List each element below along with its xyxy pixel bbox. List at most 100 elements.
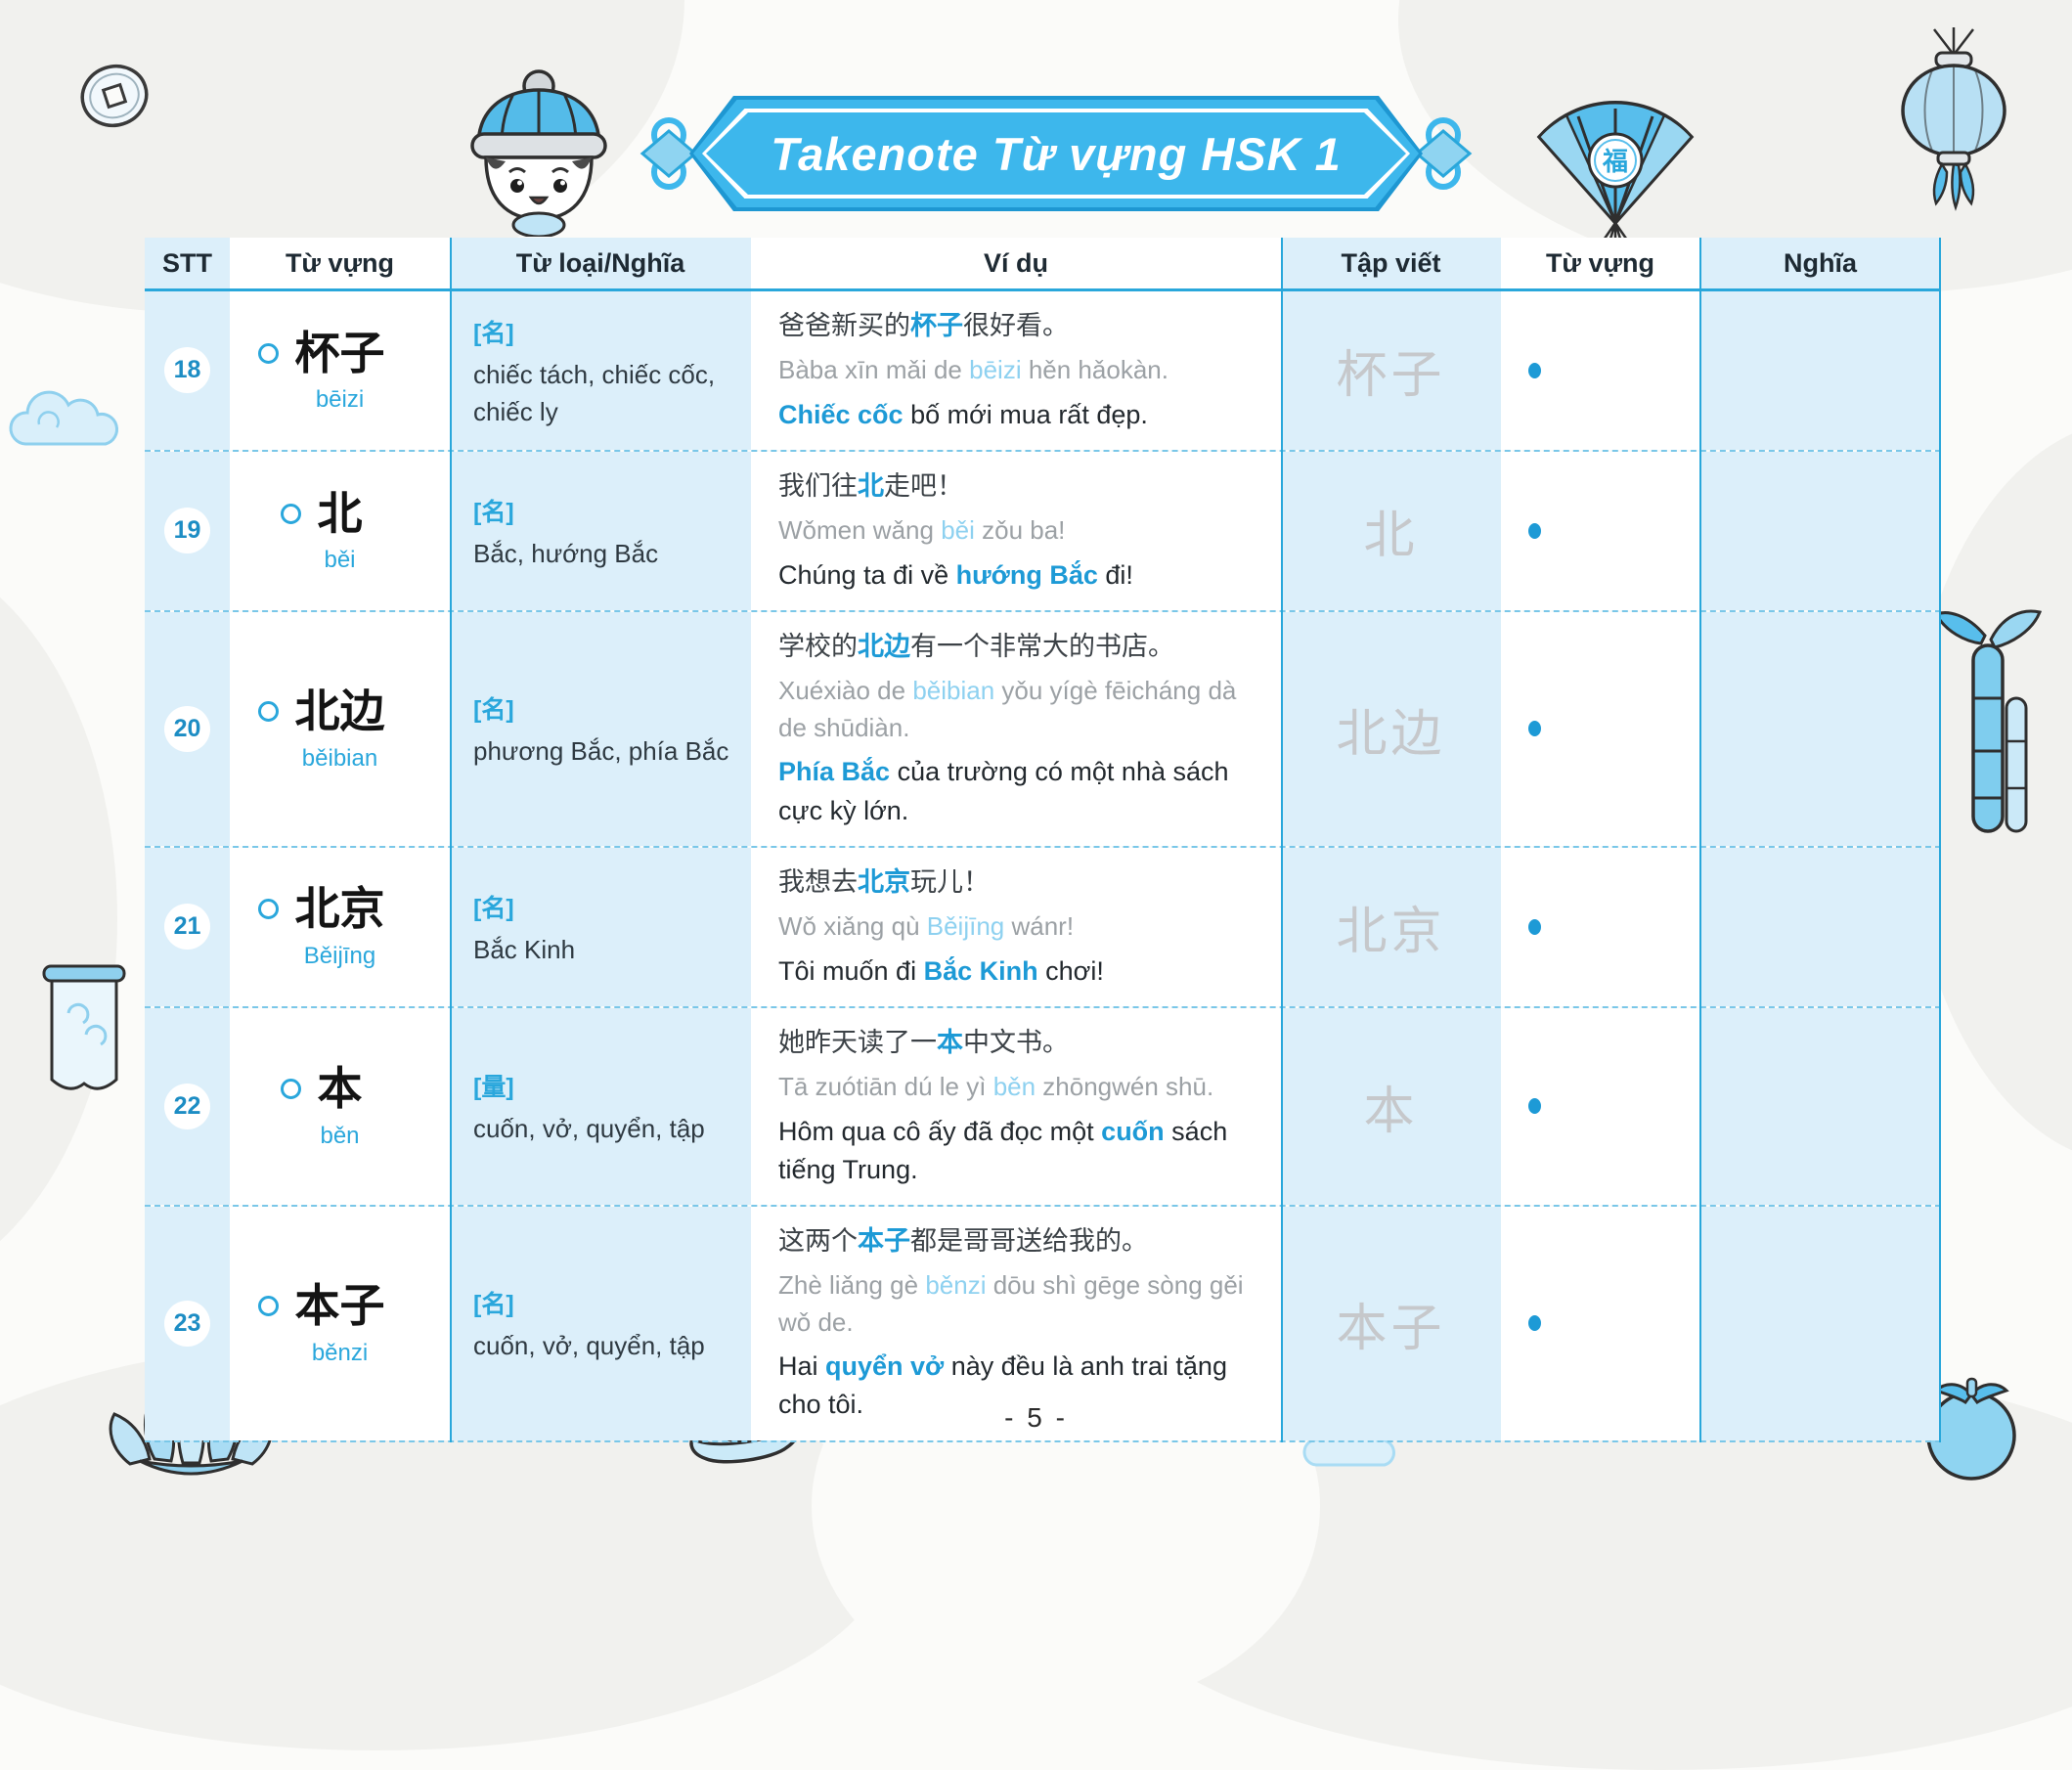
row-number-badge: 19: [164, 508, 210, 554]
column-divider: [1939, 238, 1941, 1442]
header-tu-vung: Từ vựng: [230, 238, 450, 288]
notes-meaning-cell: [1699, 1007, 1941, 1205]
practice-cell: 杯子: [1281, 291, 1501, 450]
audio-circle-icon: [257, 700, 279, 722]
example-pinyin: Wǒmen wǎng běi zǒu ba!: [778, 515, 1066, 546]
bullet-dot: [1528, 1315, 1541, 1332]
notes-meaning-cell: [1699, 291, 1941, 450]
column-divider: [1699, 238, 1701, 1442]
lantern-icon: [1901, 27, 2006, 211]
fan-with-fu-icon: 福: [1536, 101, 1695, 254]
example-chinese: 她昨天读了一本中文书。: [778, 1027, 1069, 1057]
hanzi-word: 北: [317, 487, 363, 539]
bullet-dot: [1528, 362, 1541, 378]
notes-word-cell: [1501, 1007, 1699, 1205]
word-pinyin: běn: [320, 1122, 360, 1149]
title-banner: Takenote Từ vựng HSK 1: [639, 96, 1473, 211]
cloud-icon: [9, 390, 118, 446]
notes-meaning-cell: [1699, 611, 1941, 846]
audio-circle-icon: [280, 503, 301, 524]
notes-meaning-cell: [1699, 451, 1941, 610]
meaning-cell: [名] phương Bắc, phía Bắc: [450, 611, 751, 846]
row-number-badge: 18: [164, 347, 210, 394]
row-number-badge: 22: [164, 1083, 210, 1129]
stt-cell: 23: [145, 1206, 230, 1440]
hanzi-word: 本子: [294, 1279, 385, 1331]
row-number-badge: 21: [164, 904, 210, 951]
meaning-cell: [名] Bắc, hướng Bắc: [450, 451, 751, 610]
practice-hanzi: 本子: [1336, 1299, 1446, 1358]
stt-cell: 20: [145, 611, 230, 846]
example-cell: 她昨天读了一本中文书。 Tā zuótiān dú le yì běn zhōn…: [751, 1007, 1281, 1205]
example-pinyin: Zhè liǎng gè běnzi dōu shì gēge sòng gěi…: [778, 1269, 1244, 1337]
table-row: 19 北 běi [名] Bắc, hướng Bắc 我们往北走吧！ Wǒme…: [145, 451, 1941, 612]
meaning-text: Bắc, hướng Bắc: [473, 539, 659, 569]
example-cell: 这两个本子都是哥哥送给我的。 Zhè liǎng gè běnzi dōu sh…: [751, 1206, 1281, 1440]
table-body: 18 杯子 bēizi [名] chiếc tách, chiếc cốc, c…: [145, 291, 1941, 1442]
meaning-cell: [名] chiếc tách, chiếc cốc, chiếc ly: [450, 291, 751, 450]
bullet-dot: [1528, 918, 1541, 935]
practice-hanzi: 杯子: [1336, 346, 1446, 406]
row-number-badge: 20: [164, 705, 210, 752]
header-tap-viet: Tập viết: [1281, 238, 1501, 288]
example-chinese: 这两个本子都是哥哥送给我的。: [778, 1225, 1148, 1256]
part-of-speech-tag: [名]: [473, 894, 514, 922]
example-pinyin: Bàba xīn mǎi de bēizi hěn hǎokàn.: [778, 355, 1168, 385]
practice-cell: 本子: [1281, 1206, 1501, 1440]
meaning-cell: [名] Bắc Kinh: [450, 847, 751, 1006]
row-number-badge: 23: [164, 1300, 210, 1347]
column-divider: [1281, 238, 1283, 1442]
example-vietnamese: Phía Bắc của trường có một nhà sách cực …: [778, 757, 1229, 825]
stt-cell: 18: [145, 291, 230, 450]
part-of-speech-tag: [名]: [473, 696, 514, 725]
part-of-speech-tag: [名]: [473, 499, 514, 527]
example-chinese: 学校的北边有一个非常大的书店。: [778, 631, 1174, 661]
column-divider: [450, 238, 452, 1442]
word-cell: 北 běi: [230, 451, 450, 610]
word-pinyin: běnzi: [311, 1339, 369, 1366]
audio-circle-icon: [257, 342, 279, 364]
example-chinese: 我想去北京玩儿！: [778, 866, 990, 897]
word-cell: 本 běn: [230, 1007, 450, 1205]
coin-icon: [80, 64, 149, 128]
meaning-cell: [量] cuốn, vở, quyển, tập: [450, 1007, 751, 1205]
meaning-text: phương Bắc, phía Bắc: [473, 736, 729, 767]
fan-character: 福: [1602, 147, 1628, 176]
bullet-dot: [1528, 522, 1541, 539]
vocabulary-table: STT Từ vựng Từ loại/Nghĩa Ví dụ Tập viết…: [145, 238, 1941, 1442]
example-vietnamese: Chúng ta đi về hướng Bắc đi!: [778, 559, 1133, 590]
header-nghia: Nghĩa: [1699, 238, 1941, 288]
example-chinese: 爸爸新买的杯子很好看。: [778, 311, 1069, 340]
bullet-dot: [1528, 721, 1541, 737]
word-pinyin: Běijīng: [303, 943, 376, 970]
word-cell: 杯子 bēizi: [230, 291, 450, 450]
notes-word-cell: [1501, 611, 1699, 846]
page-number: - 5 -: [1004, 1402, 1068, 1433]
meaning-text: chiếc tách, chiếc cốc, chiếc ly: [473, 360, 716, 426]
page-title: Takenote Từ vựng HSK 1: [771, 127, 1342, 180]
banner-ornament-icon: [1414, 117, 1473, 190]
practice-cell: 北: [1281, 451, 1501, 610]
bullet-dot: [1528, 1098, 1541, 1115]
notes-word-cell: [1501, 1206, 1699, 1440]
table-header-row: STT Từ vựng Từ loại/Nghĩa Ví dụ Tập viết…: [145, 238, 1941, 291]
table-row: 20 北边 běibian [名] phương Bắc, phía Bắc 学…: [145, 611, 1941, 848]
example-pinyin: Xuéxiào de běibian yǒu yígè fēicháng dà …: [778, 676, 1237, 742]
word-cell: 北边 běibian: [230, 611, 450, 846]
meaning-text: cuốn, vở, quyển, tập: [473, 1114, 705, 1144]
word-pinyin: bēizi: [315, 386, 365, 414]
notes-word-cell: [1501, 847, 1699, 1006]
example-vietnamese: Tôi muốn đi Bắc Kinh chơi!: [778, 955, 1104, 986]
practice-hanzi: 北: [1363, 507, 1419, 566]
mascot-girl: [470, 69, 607, 237]
header-tu-vung-2: Từ vựng: [1501, 238, 1699, 288]
practice-cell: 北边: [1281, 611, 1501, 846]
example-cell: 我想去北京玩儿！ Wǒ xiǎng qù Běijīng wánr! Tôi m…: [751, 847, 1281, 1006]
example-vietnamese: Hai quyển vở này đều là anh trai tặng ch…: [778, 1351, 1227, 1420]
hanzi-word: 杯子: [294, 327, 385, 378]
audio-circle-icon: [257, 899, 279, 920]
word-pinyin: běibian: [301, 744, 378, 772]
notes-meaning-cell: [1699, 847, 1941, 1006]
table-row: 22 本 běn [量] cuốn, vở, quyển, tập 她昨天读了一…: [145, 1007, 1941, 1207]
stt-cell: 19: [145, 451, 230, 610]
